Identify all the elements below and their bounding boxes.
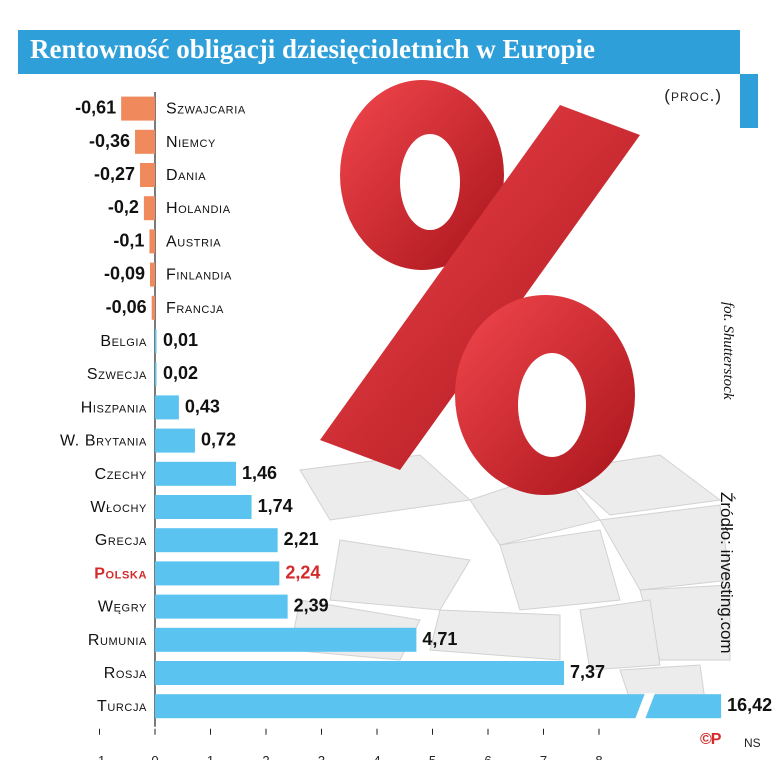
- value-label: 4,71: [422, 629, 457, 649]
- bar: [155, 329, 157, 353]
- category-label: Szwajcaria: [166, 101, 246, 118]
- bar: [135, 129, 155, 154]
- category-label: Rosja: [104, 665, 147, 682]
- value-label: 16,42: [727, 695, 772, 715]
- value-label: 2,24: [285, 562, 320, 582]
- source-label: Źródło: investing.com: [717, 492, 736, 654]
- percent-sign-decoration: [320, 80, 640, 495]
- value-label: -0,27: [94, 164, 135, 184]
- category-label: Niemcy: [166, 134, 216, 151]
- bar: [155, 428, 195, 453]
- category-label: Węgry: [98, 599, 147, 616]
- x-tick-label: 6: [484, 753, 491, 760]
- unit-label: (proc.): [664, 86, 722, 105]
- category-label: Grecja: [95, 532, 147, 549]
- value-label: -0,09: [104, 264, 145, 284]
- value-label: 0,02: [163, 363, 198, 383]
- bar: [155, 594, 288, 619]
- bar: [121, 96, 155, 121]
- category-label: Francja: [166, 300, 224, 317]
- value-label: 0,01: [163, 330, 198, 350]
- value-label: -0,61: [75, 98, 116, 118]
- value-label: -0,2: [108, 197, 139, 217]
- category-label: Szwecja: [87, 366, 147, 383]
- value-label: 1,74: [258, 496, 293, 516]
- category-label: Dania: [166, 167, 206, 184]
- bar: [155, 661, 565, 685]
- category-label: Holandia: [166, 200, 231, 217]
- x-tick-label: 8: [595, 753, 602, 760]
- x-tick-label: 0: [151, 753, 158, 760]
- chart-title: Rentowność obligacji dziesięcioletnich w…: [30, 34, 595, 64]
- category-label: Finlandia: [166, 267, 232, 284]
- bar: [143, 196, 155, 221]
- x-tick-label: 7: [540, 753, 547, 760]
- category-label: Turcja: [97, 698, 147, 715]
- value-label: 0,72: [201, 430, 236, 450]
- bars-layer: Szwajcaria -0,61 Niemcy -0,36 Dania -0,27 Hola…: [60, 92, 772, 727]
- category-label: Czechy: [95, 466, 147, 483]
- category-label: Polska: [94, 565, 147, 582]
- value-label: -0,1: [113, 230, 144, 250]
- background-illustration: [289, 80, 731, 701]
- category-label: Belgia: [100, 333, 147, 350]
- value-label: 2,21: [284, 529, 319, 549]
- axis-break-mark: [635, 693, 655, 720]
- x-tick-label: 4: [373, 753, 380, 760]
- bar: [155, 694, 722, 719]
- bar: [140, 163, 155, 187]
- value-label: -0,36: [89, 131, 130, 151]
- bar: [155, 495, 252, 519]
- bar: [155, 395, 179, 420]
- value-label: 1,46: [242, 463, 277, 483]
- title-bar: [18, 30, 758, 128]
- x-tick-label: 3: [318, 753, 325, 760]
- bar: [149, 229, 155, 254]
- value-label: 0,43: [185, 396, 220, 416]
- bar: [150, 262, 155, 287]
- category-label: Rumunia: [88, 632, 147, 649]
- category-label: W. Brytania: [60, 433, 147, 450]
- publisher-logo: ©P: [700, 731, 721, 748]
- x-tick-label: -1: [94, 753, 106, 760]
- x-axis: -1 0 1 2 3 4 5 6 7 8: [94, 728, 603, 760]
- x-tick-label: 1: [207, 753, 214, 760]
- x-tick-label: 2: [262, 753, 269, 760]
- x-tick-label: 5: [429, 753, 436, 760]
- category-label: Hiszpania: [81, 399, 147, 416]
- category-label: Austria: [166, 233, 221, 250]
- category-label: Włochy: [90, 499, 147, 516]
- value-label: 7,37: [570, 662, 605, 682]
- bar: [155, 627, 417, 652]
- bar: [155, 362, 157, 387]
- photo-credit: fot. Shutterstock: [720, 302, 736, 400]
- value-label: 2,39: [294, 596, 329, 616]
- bar: [155, 461, 237, 486]
- publisher-logo-suffix: NS: [744, 736, 761, 750]
- bar: [155, 561, 280, 586]
- bar: [151, 295, 155, 320]
- title-bar-tab: [740, 74, 758, 128]
- bar: [155, 528, 278, 553]
- value-label: -0,06: [106, 297, 147, 317]
